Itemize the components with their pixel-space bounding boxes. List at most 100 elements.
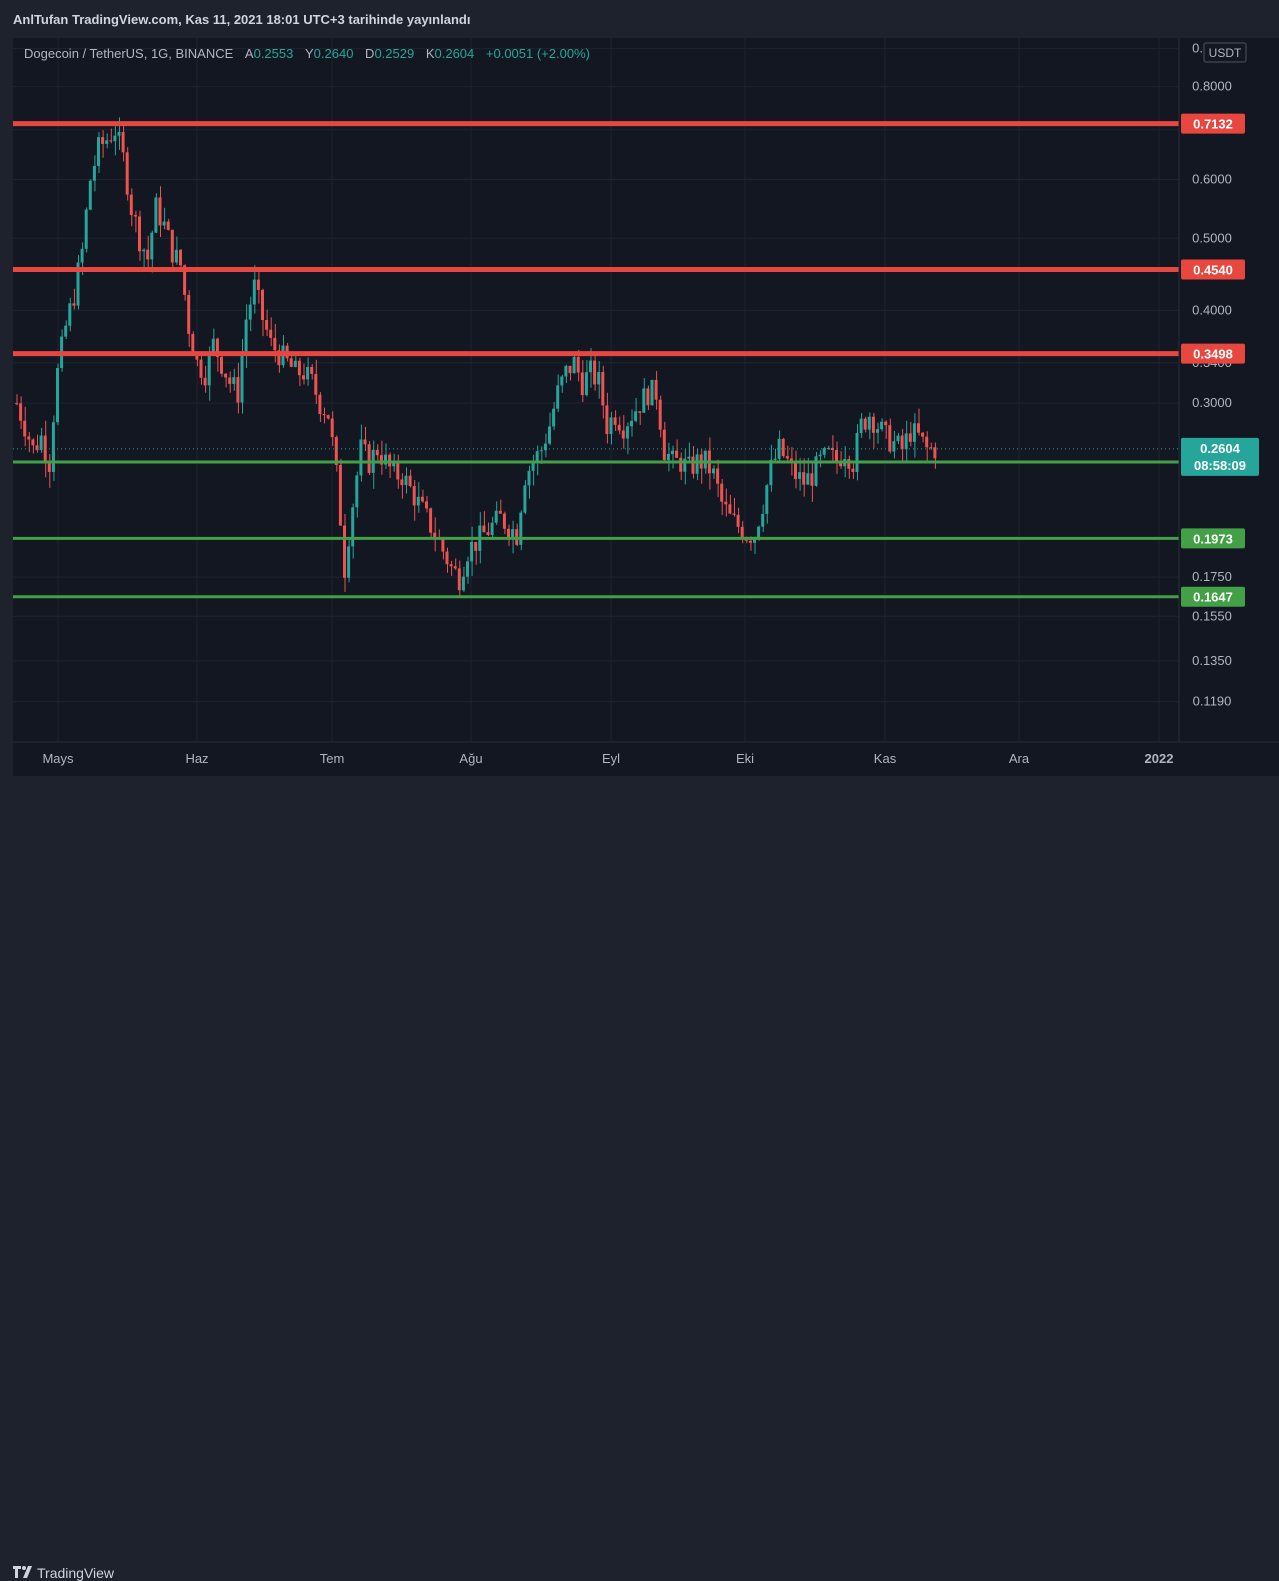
candle-body [900, 435, 904, 450]
candle-body [76, 262, 80, 306]
candle-body [658, 399, 662, 430]
candle-body [728, 504, 732, 514]
candle-body [51, 422, 55, 472]
candle-body [597, 372, 601, 385]
y-tick-label: 0.6000 [1192, 171, 1232, 186]
candle-body [929, 447, 933, 449]
x-tick-label: Mays [42, 751, 74, 766]
candle-body [773, 458, 777, 460]
candle-body [646, 388, 650, 406]
y-tick-label: 0.8000 [1192, 79, 1232, 94]
candle-body [64, 325, 68, 337]
tradingview-brand[interactable]: TradingView [13, 1565, 114, 1581]
time-axis[interactable]: Mays Haz Tem Ağu Eyl Eki Kas Ara 2022 [42, 751, 1173, 766]
y-tick-label: 0.4000 [1192, 302, 1232, 317]
level-badge-text: 0.1973 [1193, 531, 1233, 546]
candle-body [138, 216, 141, 252]
y-tick-label: 0.1550 [1192, 608, 1232, 623]
candle-body [142, 249, 146, 252]
open-value: 0.2553 [253, 46, 294, 61]
candle-body [277, 350, 281, 366]
candle-body [535, 451, 539, 464]
candle-body [109, 140, 113, 142]
level-badge-text: 0.7132 [1193, 117, 1233, 132]
candle-body [876, 429, 879, 433]
candle-body [584, 372, 588, 396]
candle-body [498, 510, 502, 514]
candle-body [486, 532, 490, 535]
level-badge [1181, 343, 1245, 364]
candle-body [240, 353, 244, 403]
candle-body [416, 496, 420, 506]
level-badge-text: 0.1647 [1193, 590, 1233, 605]
candle-body [88, 180, 92, 210]
candle-body [375, 449, 379, 456]
candle-body [732, 513, 736, 515]
candle-body [199, 359, 203, 378]
candle-body [351, 507, 355, 547]
candle-body [183, 265, 187, 295]
candle-body [560, 376, 564, 386]
candle-body [84, 209, 88, 249]
close-value: 0.2604 [434, 46, 475, 61]
x-tick-label: Kas [874, 751, 897, 766]
candle-body [392, 463, 396, 467]
candle-body [433, 532, 437, 539]
candle-body [806, 473, 810, 485]
candle-body [490, 522, 494, 535]
candle-body [449, 564, 453, 567]
candle-body [121, 131, 125, 153]
candle-body [908, 433, 912, 442]
candle-body [347, 546, 351, 578]
candle-body [564, 365, 568, 377]
candle-body [105, 140, 109, 144]
candle-body [125, 152, 129, 195]
candle-body [753, 538, 756, 543]
candle-body [314, 373, 318, 395]
candle-body [621, 430, 625, 439]
candle-body [625, 426, 629, 439]
candle-body [470, 541, 474, 562]
candle-body [716, 468, 720, 484]
candle-body [580, 372, 584, 396]
footer: TradingView [0, 776, 1279, 1581]
candle-body [720, 483, 724, 502]
candle-body [92, 165, 96, 181]
candle-body [871, 416, 875, 433]
candle-body [248, 304, 252, 320]
candle-body [880, 421, 884, 430]
candle-body [867, 416, 871, 430]
price-chart[interactable]: 0.90000.80000.70000.60000.50000.40000.34… [0, 0, 1279, 820]
candle-body [420, 496, 424, 502]
grid-lines [13, 38, 1179, 742]
candle-body [687, 456, 691, 459]
candle-body [211, 338, 215, 352]
candle-body [502, 513, 506, 529]
candle-body [330, 418, 334, 438]
candle-body [338, 465, 342, 526]
candle-body [671, 450, 674, 454]
candle-body [318, 394, 322, 415]
candle-body [810, 473, 814, 486]
candle-body [220, 357, 223, 374]
current-price-text: 0.2604 [1200, 441, 1241, 456]
candle-body [859, 418, 863, 434]
candle-body [355, 475, 359, 508]
x-tick-label: Haz [185, 751, 208, 766]
candle-body [757, 526, 761, 539]
candle-body [19, 403, 23, 421]
currency-text: USDT [1209, 46, 1242, 60]
level-badge [1181, 586, 1245, 607]
horizontal-levels-layer [13, 121, 1179, 599]
x-tick-label: Eyl [602, 751, 620, 766]
x-tick-label: Ağu [459, 751, 482, 766]
symbol-title[interactable]: Dogecoin / TetherUS, 1G, BINANCE [24, 46, 234, 61]
level-badge [1181, 113, 1245, 134]
candle-body [765, 485, 769, 514]
candle-body [662, 429, 666, 461]
candle-body [195, 353, 199, 360]
candle-body [494, 510, 498, 523]
level-badge-text: 0.4540 [1193, 262, 1233, 277]
candle-body [56, 367, 59, 423]
candle-body [326, 415, 330, 419]
